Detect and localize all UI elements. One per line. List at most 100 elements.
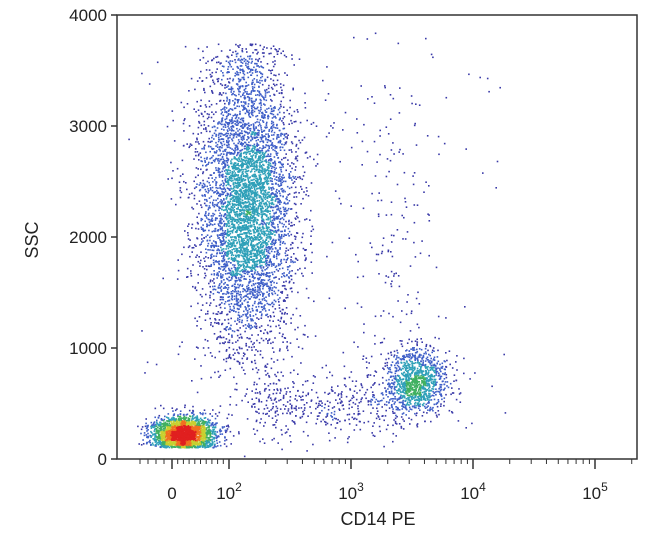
data-point [267,324,269,327]
data-point [246,96,249,98]
data-point [257,60,259,63]
data-point [264,254,267,257]
data-point [313,158,315,161]
data-point [227,159,229,162]
data-point [205,165,207,167]
data-point [244,295,246,297]
data-point [236,158,238,160]
data-point [230,153,233,155]
data-point [226,264,229,267]
data-point [256,65,258,67]
data-point [226,146,229,149]
data-point [196,254,198,257]
data-point [239,190,242,192]
data-point [216,277,218,279]
data-point [270,233,272,235]
data-point [243,213,246,215]
data-point [250,219,253,222]
data-point [217,77,220,80]
data-point [229,64,231,66]
data-point [248,253,251,256]
data-point [239,244,242,247]
data-point [242,72,245,74]
data-point [283,180,285,183]
data-point [251,207,254,210]
data-point [204,220,206,223]
data-point [198,120,200,123]
data-point [279,139,281,142]
data-point [241,249,243,252]
data-point [288,187,291,190]
data-point [263,297,265,300]
data-point [261,220,264,223]
data-point [224,150,226,152]
data-point [281,273,284,275]
data-point [259,169,262,172]
data-point [228,177,231,179]
data-point [279,192,281,195]
data-point [277,205,279,207]
data-point [241,119,244,121]
data-point [287,227,290,230]
data-point [244,249,247,252]
data-point [200,226,203,229]
data-point [307,336,309,338]
data-point [229,177,232,179]
data-point [259,233,261,236]
data-point [248,229,250,232]
data-point [236,254,239,257]
data-point [172,170,174,172]
data-point [221,146,223,149]
data-point [225,135,227,138]
data-point [260,259,263,262]
data-point [249,233,251,235]
data-point [252,151,254,153]
data-point [269,286,272,289]
data-point [220,109,222,111]
data-point [225,329,227,332]
data-point [256,222,258,225]
data-point [231,175,234,178]
data-point [241,104,243,107]
data-point [288,277,290,279]
data-point [261,215,263,217]
data-point [253,163,256,165]
data-point [209,207,211,209]
data-point [231,148,233,150]
data-point [268,161,270,164]
data-point [222,274,224,276]
data-point [196,138,198,141]
data-point [289,265,291,267]
data-point [236,388,238,391]
data-point [225,206,228,209]
data-point [254,291,256,293]
data-point [233,104,235,106]
data-point [268,69,270,71]
data-point [279,180,281,182]
data-point [301,347,304,350]
data-point [238,168,241,170]
data-point [244,270,246,272]
data-point [243,97,246,99]
data-point [274,161,276,164]
data-point [246,290,249,292]
data-point [288,272,290,274]
data-point [259,123,261,125]
data-point [272,209,274,212]
data-point [225,225,228,228]
data-point [245,62,247,65]
data-point [231,121,234,123]
data-point [196,100,198,103]
data-point [262,173,264,175]
data-point [259,241,262,243]
data-point [225,172,227,174]
data-point [238,200,240,202]
data-point [266,254,268,257]
data-point [236,279,238,282]
data-point [280,52,282,55]
data-point [278,215,280,217]
data-point [265,215,268,218]
data-point [228,267,230,270]
data-point [273,93,275,96]
data-point [254,205,256,208]
